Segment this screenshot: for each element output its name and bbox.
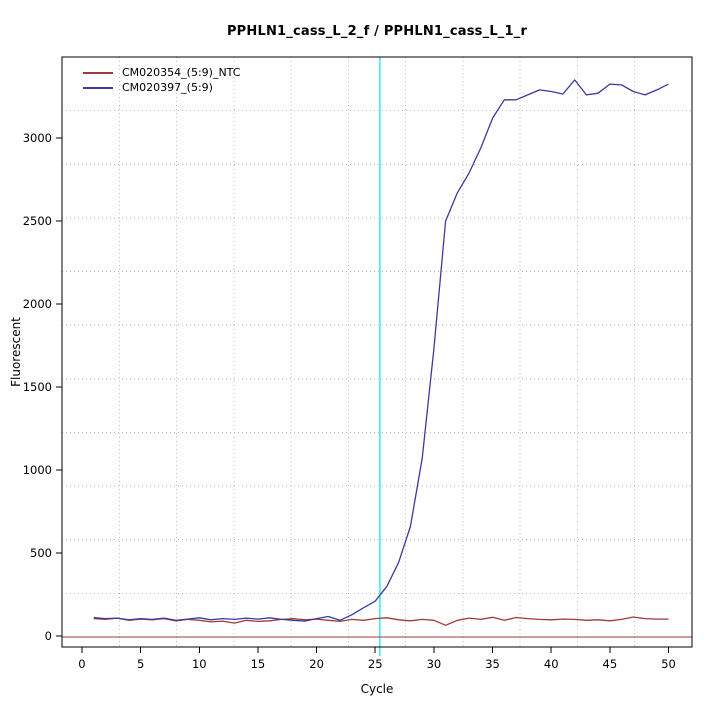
y-tick-label: 2000 — [23, 297, 52, 311]
y-tick-label: 0 — [45, 629, 52, 643]
plot-box — [61, 56, 693, 648]
x-tick-label: 40 — [544, 657, 559, 671]
y-tick-label: 3000 — [23, 131, 52, 145]
legend-line-swatch-sample — [83, 86, 113, 89]
y-axis: 0 500 1000 1500 2000 2500 3000 — [23, 131, 62, 643]
y-axis-label: Fluorescent — [9, 317, 23, 387]
x-axis: 0 5 10 15 20 25 30 35 40 45 50 — [78, 647, 676, 671]
x-tick-label: 5 — [137, 657, 144, 671]
legend-label-sample: CM020397_(5:9) — [122, 81, 213, 94]
legend: CM020354_(5:9)_NTC CM020397_(5:9) — [83, 65, 240, 95]
x-tick-label: 25 — [368, 657, 383, 671]
x-tick-label: 45 — [603, 657, 618, 671]
y-tick-label: 1000 — [23, 463, 52, 477]
y-tick-label: 2500 — [23, 214, 52, 228]
grid-lines — [62, 57, 692, 647]
legend-item-ntc: CM020354_(5:9)_NTC — [83, 65, 240, 80]
x-axis-label: Cycle — [360, 682, 394, 696]
legend-line-swatch-ntc — [83, 71, 113, 74]
x-tick-label: 50 — [661, 657, 676, 671]
legend-label-ntc: CM020354_(5:9)_NTC — [122, 66, 241, 79]
x-tick-label: 30 — [427, 657, 442, 671]
x-tick-label: 20 — [309, 657, 324, 671]
y-tick-label: 1500 — [23, 380, 52, 394]
x-tick-label: 15 — [251, 657, 266, 671]
series-line-0 — [93, 616, 669, 626]
legend-item-sample: CM020397_(5:9) — [83, 80, 240, 95]
y-tick-label: 500 — [30, 546, 52, 560]
x-tick-label: 0 — [78, 657, 85, 671]
chart-title: PPHLN1_cass_L_2_f / PPHLN1_cass_L_1_r — [226, 24, 528, 39]
x-tick-label: 35 — [485, 657, 500, 671]
x-tick-label: 10 — [192, 657, 207, 671]
series-line-1 — [93, 79, 669, 622]
